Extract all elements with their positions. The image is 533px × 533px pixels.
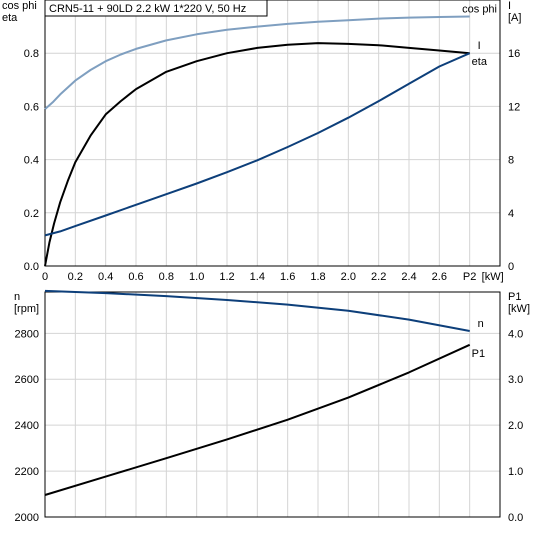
right-axis-tick-label: 8 — [508, 155, 514, 167]
series-line-p1 — [44, 343, 471, 496]
x-axis-tick-label: 2.2 — [371, 271, 386, 283]
right-axis-label: P1 — [508, 291, 521, 303]
x-axis-tick-label: 0.8 — [159, 271, 174, 283]
right-axis-label: [kW] — [508, 303, 530, 315]
left-axis-label: cos phi — [2, 0, 37, 12]
series-label: eta — [472, 56, 488, 68]
series-line-n — [44, 289, 470, 332]
right-axis-tick-label: 4.0 — [508, 328, 523, 340]
right-axis-tick-label: 3.0 — [508, 374, 523, 386]
plot-frame — [44, 0, 501, 267]
x-axis-tick-label: 0.4 — [98, 271, 113, 283]
series-label: I — [478, 40, 481, 52]
left-axis-tick-label: 0.4 — [24, 155, 39, 167]
x-axis-tick-label: 1.2 — [219, 271, 234, 283]
chart-title-box — [44, 0, 268, 17]
right-axis-tick-label: 0.0 — [508, 512, 523, 524]
left-axis-label: eta — [2, 12, 18, 24]
left-axis-tick-label: 2000 — [15, 512, 39, 524]
left-axis-tick-label: 0.0 — [24, 261, 39, 273]
left-axis-tick-label: 2800 — [15, 328, 39, 340]
x-axis-tick-label: 0 — [42, 271, 48, 283]
plot-frame — [44, 291, 501, 518]
x-axis-unit-label: [kW] — [482, 271, 504, 283]
right-axis-label: [A] — [508, 12, 521, 24]
right-axis-label: I — [508, 0, 511, 12]
right-axis-tick-label: 12 — [508, 101, 520, 113]
x-axis-tick-label: 2.0 — [341, 271, 356, 283]
chart-title: CRN5-11 + 90LD 2.2 kW 1*220 V, 50 Hz — [49, 3, 246, 15]
x-axis-tick-label: P2 — [463, 271, 476, 283]
left-axis-tick-label: 2400 — [15, 420, 39, 432]
right-axis-tick-label: 4 — [508, 208, 514, 220]
series-line-i — [44, 52, 471, 237]
right-axis-tick-label: 2.0 — [508, 420, 523, 432]
right-axis-tick-label: 16 — [508, 48, 520, 60]
left-axis-label: [rpm] — [14, 303, 39, 315]
x-axis-tick-label: 1.4 — [250, 271, 265, 283]
left-axis-tick-label: 0.2 — [24, 208, 39, 220]
series-label: P1 — [472, 348, 485, 360]
series-label: n — [478, 318, 484, 330]
series-line-cos-phi — [44, 15, 470, 110]
x-axis-tick-label: 0.2 — [68, 271, 83, 283]
x-axis-tick-label: 1.0 — [189, 271, 204, 283]
x-axis-tick-label: 2.6 — [432, 271, 447, 283]
left-axis-tick-label: 0.8 — [24, 48, 39, 60]
left-axis-tick-label: 2600 — [15, 374, 39, 386]
x-axis-tick-label: 2.4 — [401, 271, 416, 283]
x-axis-tick-label: 1.8 — [310, 271, 325, 283]
x-axis-tick-label: 1.6 — [280, 271, 295, 283]
left-axis-tick-label: 0.6 — [24, 101, 39, 113]
right-axis-tick-label: 0 — [508, 261, 514, 273]
left-axis-tick-label: 2200 — [15, 466, 39, 478]
left-axis-label: n — [14, 291, 20, 303]
series-line-eta — [44, 42, 470, 267]
x-axis-tick-label: 0.6 — [128, 271, 143, 283]
series-label: cos phi — [462, 3, 497, 15]
right-axis-tick-label: 1.0 — [508, 466, 523, 478]
